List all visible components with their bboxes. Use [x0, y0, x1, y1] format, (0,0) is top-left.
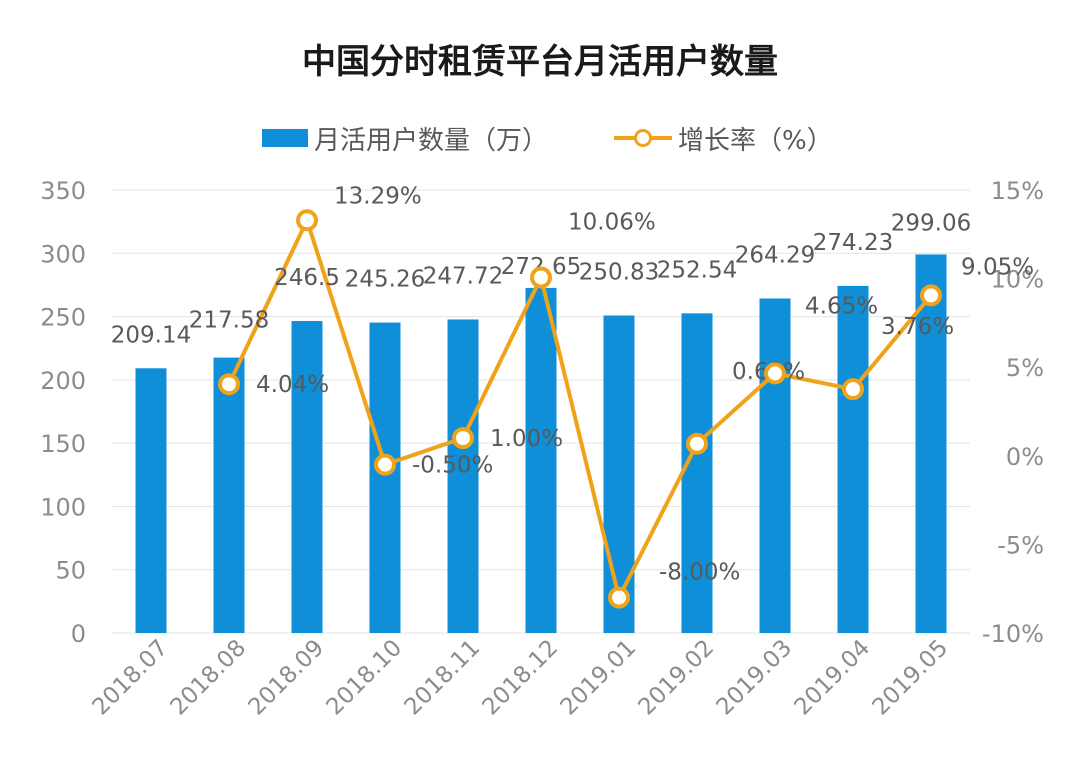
- growth-marker: [452, 427, 474, 450]
- x-tick-label: 2018.08: [166, 635, 252, 721]
- bar-value-label: 247.72: [423, 263, 503, 289]
- y-right-tick-label: 0%: [1006, 443, 1044, 471]
- y-left-tick-label: 300: [40, 240, 86, 268]
- bar-value-label: 274.23: [813, 230, 893, 256]
- bar: [759, 298, 791, 633]
- y-left-tick-label: 250: [40, 304, 86, 332]
- bar-value-label: 217.58: [189, 308, 269, 334]
- bar-value-label: 299.06: [891, 210, 971, 236]
- growth-marker: [920, 284, 942, 307]
- growth-value-label: -8.00%: [659, 560, 740, 586]
- x-tick-label: 2019.03: [712, 635, 798, 721]
- y-left-tick-label: 350: [40, 177, 86, 205]
- bar: [915, 254, 947, 634]
- y-right-tick-label: 15%: [991, 177, 1044, 205]
- y-right-tick-label: -10%: [982, 620, 1044, 648]
- x-tick-label: 2018.12: [478, 635, 564, 721]
- growth-marker: [686, 432, 708, 455]
- growth-marker: [530, 266, 552, 289]
- bar-value-label: 252.54: [657, 257, 737, 283]
- y-left-tick-label: 50: [55, 557, 86, 585]
- y-left-tick-label: 150: [40, 430, 86, 458]
- y-right-tick-label: 10%: [991, 266, 1044, 294]
- y-left-tick-label: 200: [40, 367, 86, 395]
- bar-value-label: 250.83: [579, 260, 659, 286]
- growth-marker: [842, 378, 864, 401]
- growth-value-label: 10.06%: [568, 210, 656, 236]
- bar: [213, 357, 245, 633]
- y-left-tick-label: 100: [40, 493, 86, 521]
- x-tick-label: 2019.05: [868, 635, 954, 721]
- legend-label-line: 增长率（%）: [678, 125, 833, 156]
- bar: [447, 319, 479, 633]
- bar: [525, 287, 557, 633]
- growth-value-label: 4.65%: [805, 293, 878, 319]
- growth-marker: [218, 373, 240, 396]
- legend: 月活用户数量（万） 增长率（%）: [0, 118, 1080, 158]
- bar-value-label: 209.14: [111, 322, 191, 348]
- growth-value-label: -0.50%: [412, 453, 493, 479]
- x-tick-label: 2019.04: [790, 635, 876, 721]
- bar-value-label: 264.29: [735, 242, 815, 268]
- x-tick-label: 2018.07: [88, 635, 174, 721]
- growth-marker: [764, 362, 786, 385]
- bar: [291, 321, 323, 633]
- growth-marker: [374, 453, 396, 476]
- x-tick-label: 2019.02: [634, 635, 720, 721]
- x-tick-label: 2018.09: [244, 635, 330, 721]
- bar: [603, 315, 635, 633]
- growth-value-label: 13.29%: [334, 183, 422, 209]
- bar: [135, 368, 167, 633]
- legend-bar-swatch: [262, 129, 308, 147]
- bar-value-label: 245.26: [345, 267, 425, 293]
- y-left-tick-label: 0: [71, 620, 86, 648]
- x-tick-label: 2018.11: [400, 635, 486, 721]
- x-tick-label: 2019.01: [556, 635, 642, 721]
- growth-value-label: 4.04%: [256, 372, 329, 398]
- legend-item-bar: 月活用户数量（万）: [262, 118, 548, 158]
- legend-label-bar: 月活用户数量（万）: [314, 125, 549, 156]
- legend-item-line: 增长率（%）: [614, 118, 833, 158]
- bar-value-label: 246.5: [274, 265, 340, 291]
- bar: [681, 313, 713, 633]
- y-right-tick-label: -5%: [997, 531, 1044, 559]
- growth-value-label: 3.76%: [881, 314, 954, 340]
- chart-title: 中国分时租赁平台月活用户数量: [302, 42, 778, 82]
- x-tick-label: 2018.10: [322, 635, 408, 721]
- y-right-tick-label: 5%: [1006, 354, 1044, 382]
- growth-marker: [608, 586, 630, 609]
- growth-value-label: 1.00%: [490, 426, 563, 452]
- bar: [837, 285, 869, 633]
- growth-value-label: 9.05%: [961, 254, 1034, 280]
- bar: [369, 322, 401, 633]
- growth-line: [227, 218, 933, 600]
- growth-marker: [296, 209, 318, 232]
- legend-line-swatch: [614, 129, 672, 147]
